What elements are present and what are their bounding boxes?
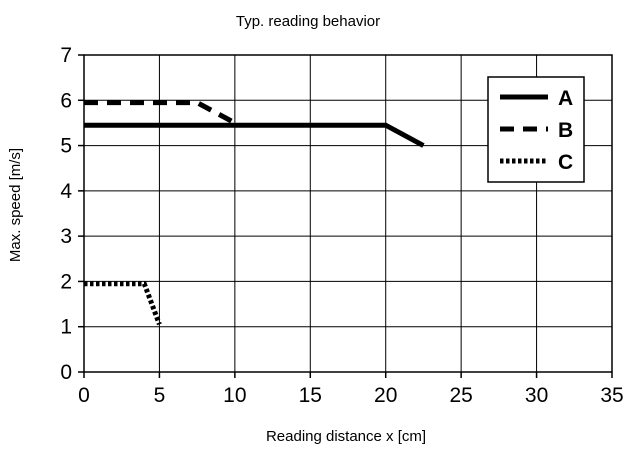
y-tick-label: 0 — [60, 361, 72, 384]
x-tick-label: 5 — [154, 384, 166, 407]
x-axis-label: Reading distance x [cm] — [266, 428, 426, 445]
y-tick-label: 3 — [60, 225, 72, 248]
legend-label-b: B — [558, 119, 573, 142]
x-tick-label: 10 — [223, 384, 246, 407]
x-tick-label: 20 — [374, 384, 397, 407]
legend-label-c: C — [558, 151, 573, 174]
series-line-b — [84, 100, 237, 126]
y-tick-label: 5 — [60, 135, 72, 158]
y-tick-label: 4 — [60, 180, 72, 203]
y-tick-label: 6 — [60, 89, 72, 112]
axis-ticks: 0 5 10 15 20 25 30 35 0 1 2 3 4 5 6 7 — [60, 44, 623, 407]
series-line-a — [84, 122, 425, 148]
legend: ABC — [487, 76, 585, 183]
chart-title: Typ. reading behavior — [236, 13, 380, 30]
series-line-c — [84, 281, 162, 326]
legend-label-a: A — [558, 87, 573, 110]
series-lines — [84, 100, 425, 326]
y-tick-label: 2 — [60, 270, 72, 293]
y-tick-label: 1 — [60, 316, 72, 339]
y-axis-label: Max. speed [m/s] — [7, 148, 24, 262]
y-tick-label: 7 — [60, 44, 72, 67]
x-tick-label: 0 — [78, 384, 90, 407]
x-tick-label: 25 — [449, 384, 472, 407]
x-tick-label: 35 — [600, 384, 623, 407]
x-tick-label: 15 — [299, 384, 322, 407]
plot-frame — [83, 54, 613, 373]
x-tick-label: 30 — [525, 384, 548, 407]
